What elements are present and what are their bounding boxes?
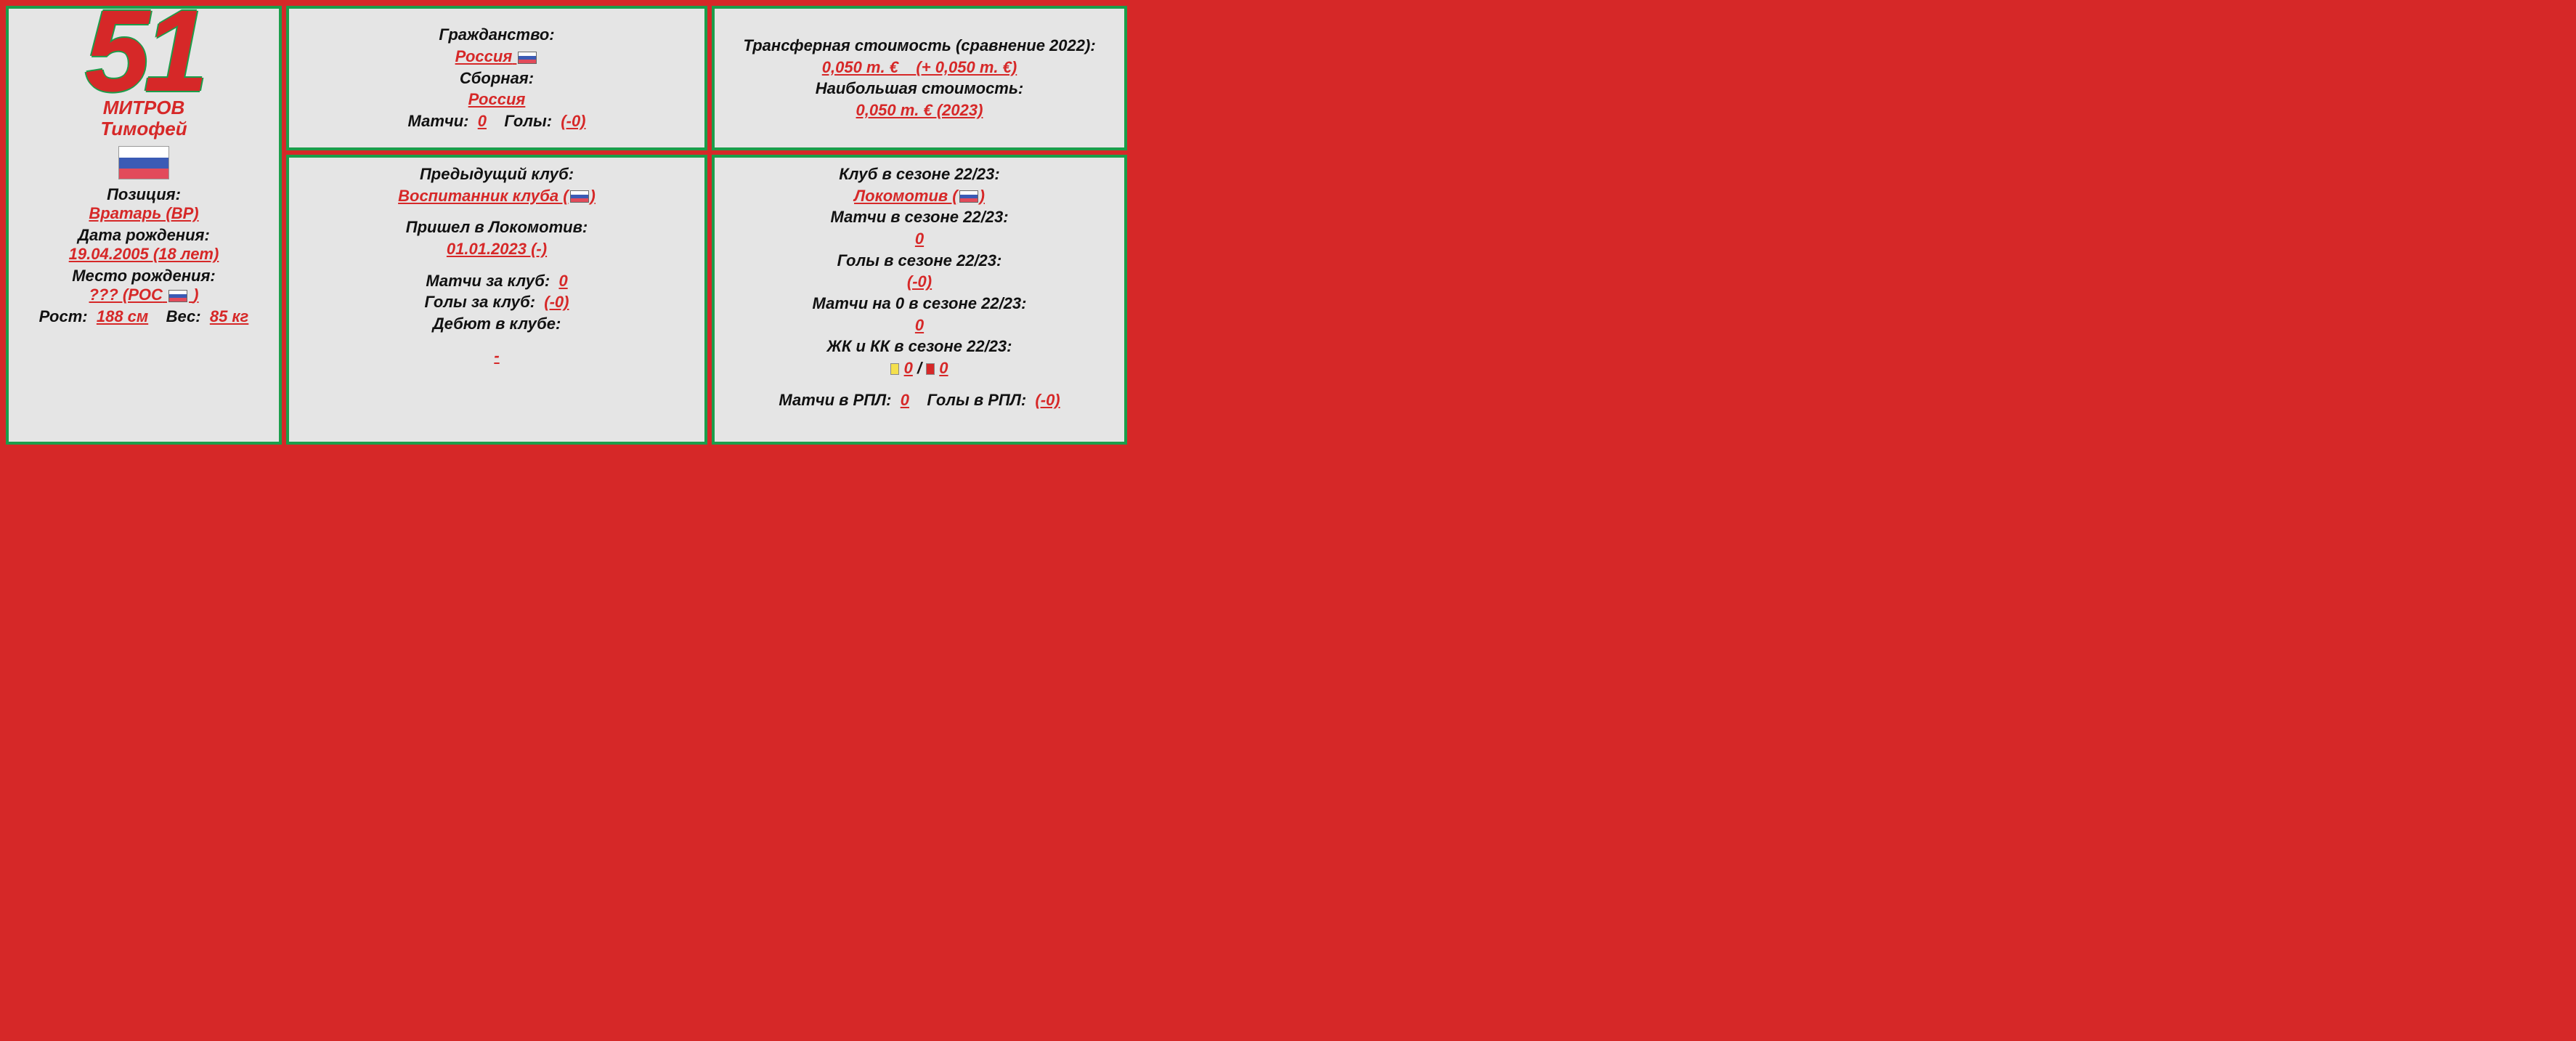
weight-label: Вес: [166, 307, 201, 325]
club-goals-row: Голы за клуб: (-0) [424, 291, 569, 313]
transfer-value: 0,050 m. € (+ 0,050 m. €) [822, 57, 1017, 78]
citizenship-country: Россия [455, 47, 513, 65]
rpl-goals-label: Голы в РПЛ: [927, 391, 1026, 409]
season-goals-label: Голы в сезоне 22/23: [837, 250, 1002, 272]
player-name: МИТРОВ Тимофей [100, 97, 187, 139]
height-value: 188 см [97, 307, 148, 325]
pob-label: Место рождения: [72, 267, 216, 285]
season-goals-value: (-0) [907, 271, 932, 293]
debut-value: - [494, 345, 499, 367]
national-team-label: Сборная: [460, 68, 534, 89]
club-goals-value: (-0) [544, 293, 569, 311]
season-panel: Клуб в сезоне 22/23: Локомотив () Матчи … [712, 155, 1127, 445]
joined-value: 01.01.2023 (-) [447, 238, 547, 260]
cards-label: ЖК и КК в сезоне 22/23: [826, 336, 1012, 357]
club-history-panel: Предыдущий клуб: Воспитанник клуба () Пр… [286, 155, 707, 445]
season-club-value: Локомотив () [854, 185, 985, 207]
transfer-value-label: Трансферная стоимость (сравнение 2022): [743, 35, 1095, 57]
prev-club-value: Воспитанник клуба () [398, 185, 596, 207]
season-matches-value: 0 [915, 228, 924, 250]
club-matches-label: Матчи за клуб: [426, 272, 550, 290]
citizenship-label: Гражданство: [439, 24, 554, 46]
position-label: Позиция: [107, 185, 181, 204]
player-number: 51 [85, 7, 203, 94]
intl-stats-row: Матчи: 0 Голы: (-0) [407, 110, 585, 132]
cleansheets-value: 0 [915, 315, 924, 336]
prev-club-label: Предыдущий клуб: [420, 163, 574, 185]
flag-russia-small-icon [168, 290, 187, 302]
club-matches-value: 0 [558, 272, 567, 290]
season-matches-label: Матчи в сезоне 22/23: [830, 206, 1008, 228]
player-surname: МИТРОВ [103, 97, 185, 118]
intl-goals-label: Голы: [504, 112, 552, 130]
transfer-delta: (+ 0,050 m. €) [916, 58, 1017, 76]
intl-goals-value: (-0) [561, 112, 585, 130]
peak-value: 0,050 m. € (2023) [856, 100, 983, 121]
weight-value: 85 кг [210, 307, 248, 325]
pob-value: ??? (РОС ) [89, 285, 198, 304]
yellow-card-icon [890, 363, 899, 375]
player-card: 51 МИТРОВ Тимофей Позиция: Вратарь (ВР) … [0, 0, 1118, 450]
intl-matches-value: 0 [478, 112, 487, 130]
height-weight-row: Рост: 188 см Вес: 85 кг [39, 307, 249, 326]
dob-value: 19.04.2005 (18 лет) [69, 245, 219, 264]
pob-prefix: ??? (РОС [89, 285, 162, 304]
pob-suffix: ) [193, 285, 198, 304]
height-label: Рост: [39, 307, 88, 325]
joined-label: Пришел в Локомотив: [406, 216, 588, 238]
debut-label: Дебют в клубе: [433, 313, 561, 335]
card-sep: / [913, 359, 926, 377]
season-club-suffix: ) [980, 187, 985, 205]
transfer-panel: Трансферная стоимость (сравнение 2022): … [712, 6, 1127, 150]
red-card-icon [926, 363, 935, 375]
national-team-value: Россия [468, 89, 526, 110]
red-count: 0 [939, 359, 948, 377]
flag-russia-icon [118, 146, 169, 179]
club-matches-row: Матчи за клуб: 0 [426, 270, 567, 292]
season-club-text: Локомотив ( [854, 187, 958, 205]
rpl-stats-row: Матчи в РПЛ: 0 Голы в РПЛ: (-0) [779, 389, 1060, 411]
prev-club-suffix: ) [590, 187, 596, 205]
citizenship-panel: Гражданство: Россия Сборная: Россия Матч… [286, 6, 707, 150]
cleansheets-label: Матчи на 0 в сезоне 22/23: [812, 293, 1026, 315]
peak-value-label: Наибольшая стоимость: [816, 78, 1024, 100]
player-firstname: Тимофей [100, 118, 187, 139]
rpl-matches-value: 0 [901, 391, 909, 409]
cards-value: 0 / 0 [890, 357, 948, 379]
transfer-current: 0,050 m. € [822, 58, 898, 76]
citizenship-value: Россия [455, 46, 539, 68]
club-goals-label: Голы за клуб: [424, 293, 535, 311]
left-panel: 51 МИТРОВ Тимофей Позиция: Вратарь (ВР) … [6, 6, 282, 445]
yellow-count: 0 [904, 359, 913, 377]
rpl-goals-value: (-0) [1035, 391, 1060, 409]
flag-russia-small-icon [570, 190, 589, 203]
flag-russia-small-icon [518, 52, 537, 64]
dob-label: Дата рождения: [78, 226, 210, 245]
intl-matches-label: Матчи: [407, 112, 468, 130]
prev-club-text: Воспитанник клуба ( [398, 187, 568, 205]
position-value: Вратарь (ВР) [89, 204, 198, 223]
flag-russia-small-icon [959, 190, 978, 203]
season-club-label: Клуб в сезоне 22/23: [839, 163, 999, 185]
rpl-matches-label: Матчи в РПЛ: [779, 391, 891, 409]
